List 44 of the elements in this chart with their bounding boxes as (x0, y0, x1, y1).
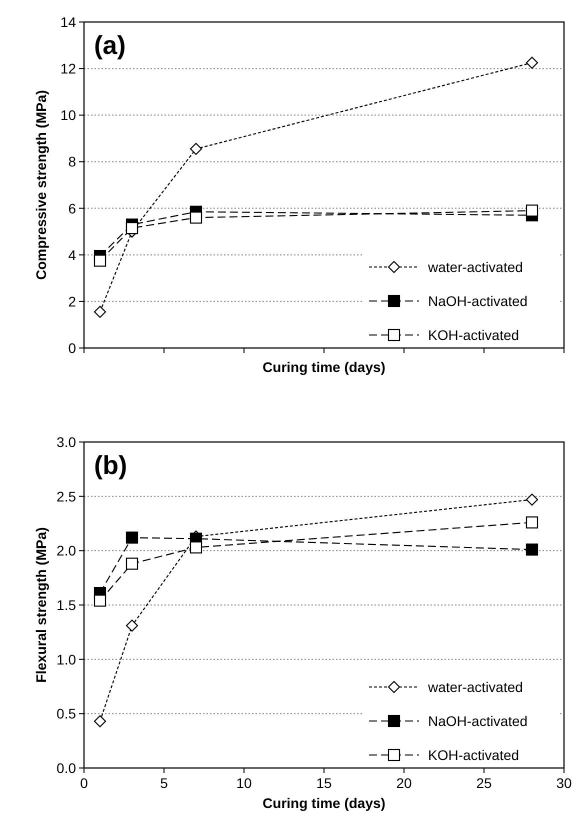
y-tick-label: 8 (68, 154, 76, 170)
legend-label: NaOH-activated (428, 293, 528, 309)
point (190, 212, 202, 224)
chart-title: (b) (94, 450, 128, 480)
y-tick-label: 0 (68, 340, 76, 356)
y-tick-label: 1.0 (56, 651, 76, 668)
legend-label: water-activated (427, 679, 523, 695)
x-tick-label: 30 (556, 775, 572, 791)
y-tick-label: 2.0 (56, 542, 76, 559)
y-tick-label: 0.5 (56, 706, 76, 722)
point (526, 204, 538, 217)
point (526, 516, 538, 528)
point (126, 558, 138, 570)
x-axis-title: Curing time (days) (262, 795, 386, 811)
y-tick-label: 4 (68, 246, 76, 263)
legend-label: water-activated (427, 259, 523, 275)
x-tick-label: 5 (160, 775, 168, 791)
y-tick-label: 10 (60, 107, 76, 124)
point (94, 254, 106, 267)
x-tick-label: 25 (476, 775, 492, 791)
y-tick-label: 3.0 (56, 434, 76, 450)
point (190, 541, 202, 554)
point (94, 594, 106, 607)
y-tick-label: 2 (68, 293, 76, 310)
point (126, 532, 138, 544)
chart-title: (a) (94, 30, 126, 60)
y-tick-label: 0.0 (56, 760, 76, 776)
y-tick-label: 2.5 (56, 488, 76, 504)
legend-label: KOH-activated (428, 327, 520, 343)
legend-label: KOH-activated (428, 747, 520, 763)
point (526, 544, 538, 556)
y-tick-label: 14 (60, 14, 76, 30)
x-tick-label: 15 (316, 775, 332, 791)
y-tick-label: 1.5 (56, 597, 76, 613)
y-axis-title: Compressive strength (MPa) (33, 90, 49, 280)
y-axis-title: Flexural strength (MPa) (33, 527, 49, 683)
x-tick-label: 10 (236, 775, 252, 791)
x-axis-title: Curing time (days) (262, 359, 386, 375)
y-tick-label: 12 (60, 60, 76, 77)
legend-label: NaOH-activated (428, 713, 528, 729)
y-tick-label: 6 (68, 200, 76, 216)
point (126, 222, 138, 234)
x-tick-label: 20 (396, 775, 412, 791)
x-tick-label: 0 (80, 775, 88, 791)
